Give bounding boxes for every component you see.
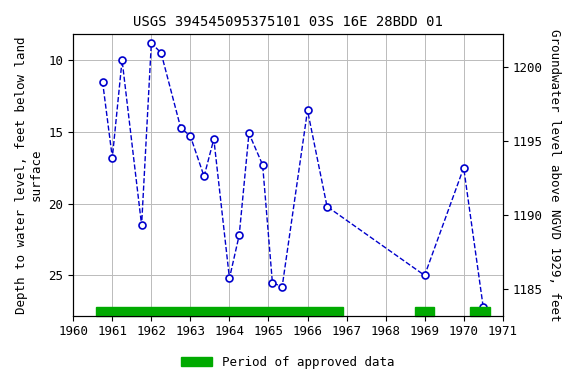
- Y-axis label: Groundwater level above NGVD 1929, feet: Groundwater level above NGVD 1929, feet: [548, 29, 561, 321]
- Y-axis label: Depth to water level, feet below land
surface: Depth to water level, feet below land su…: [15, 36, 43, 314]
- Legend: Period of approved data: Period of approved data: [176, 351, 400, 374]
- Bar: [96, 307, 343, 316]
- Title: USGS 394545095375101 03S 16E 28BDD 01: USGS 394545095375101 03S 16E 28BDD 01: [133, 15, 443, 29]
- Bar: [471, 307, 490, 316]
- Bar: [415, 307, 434, 316]
